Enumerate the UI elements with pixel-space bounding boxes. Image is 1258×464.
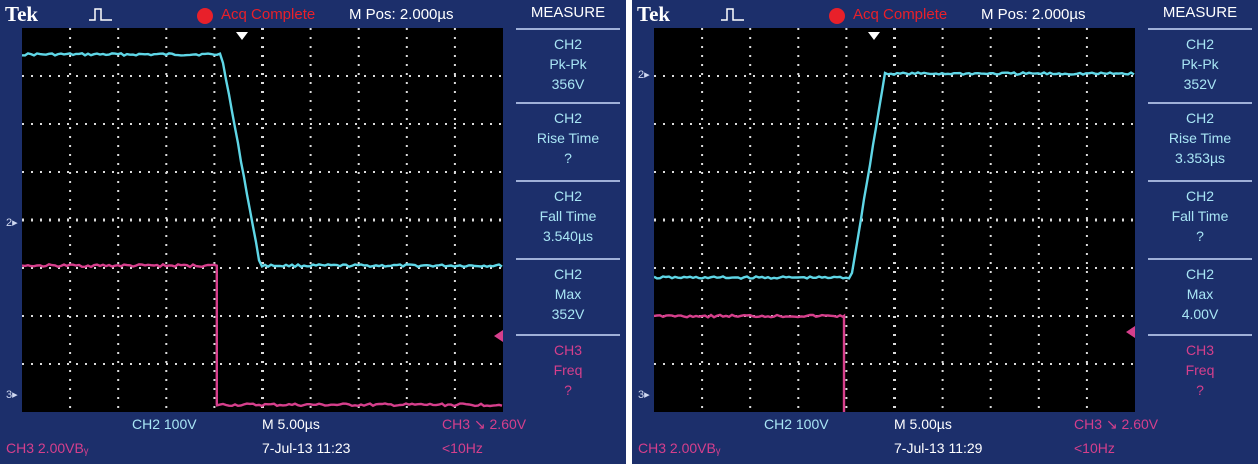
- measurement-value: 356V: [551, 76, 585, 92]
- ch2-level-marker: 2▸: [638, 69, 650, 81]
- measurement-value: ?: [1196, 228, 1204, 244]
- horizontal-position: M Pos: 2.000µs: [981, 6, 1086, 23]
- divider: [1148, 180, 1252, 182]
- measurement-fall-time[interactable]: CH2 Fall Time 3.540µs: [512, 186, 624, 246]
- measurement-rise-time[interactable]: CH2 Rise Time ?: [512, 108, 624, 168]
- measurement-label: Pk-Pk: [549, 56, 587, 72]
- pulse-trigger-icon: [89, 8, 112, 21]
- trigger-position-icon: [236, 32, 248, 40]
- date-time: 7-Jul-13 11:29: [894, 440, 983, 456]
- trigger-frequency: <10Hz: [1074, 440, 1115, 456]
- ch2-scale: CH2 100V: [132, 416, 197, 432]
- divider: [516, 28, 620, 30]
- timebase: M 5.00µs: [262, 416, 320, 432]
- measurement-value: 3.540µs: [542, 228, 594, 244]
- ch3-scale: CH3 2.00VBᵧ: [6, 440, 89, 456]
- measurement-channel: CH2: [1185, 266, 1214, 282]
- measure-title: MEASURE: [530, 4, 606, 21]
- waveform-display: [22, 28, 503, 412]
- divider: [516, 180, 620, 182]
- divider: [516, 334, 620, 336]
- status-bar: Tek Acq Complete M Pos: 2.000µs: [632, 0, 1142, 28]
- measurement-label: Rise Time: [1168, 130, 1232, 146]
- measurement-label: Pk-Pk: [1181, 56, 1219, 72]
- measurement-channel: CH2: [553, 36, 582, 52]
- measurement-channel: CH2: [553, 110, 582, 126]
- graticule-grid: [654, 28, 1135, 412]
- measurement-label: Rise Time: [536, 130, 600, 146]
- ch3-scale: CH3 2.00VBᵧ: [638, 440, 721, 456]
- measurement-rise-time[interactable]: CH2 Rise Time 3.353µs: [1144, 108, 1256, 168]
- ch3-level-marker: 3▸: [6, 389, 18, 401]
- measurement-label: Freq: [553, 362, 583, 378]
- measurement-channel: CH2: [1185, 110, 1214, 126]
- measurement-value: 3.353µs: [1174, 150, 1226, 166]
- horizontal-position: M Pos: 2.000µs: [349, 6, 454, 23]
- divider: [1148, 258, 1252, 260]
- measurement-label: Fall Time: [1171, 208, 1229, 224]
- date-time: 7-Jul-13 11:23: [262, 440, 351, 456]
- measurement-channel: CH3: [553, 342, 582, 358]
- measurement-channel: CH3: [1185, 342, 1214, 358]
- ch3-waveform: [654, 313, 846, 412]
- measurement-label: Max: [554, 286, 582, 302]
- ch2-waveform: [22, 51, 503, 269]
- oscilloscope-screen-2: Tek Acq Complete M Pos: 2.000µs 2▸ 3▸ ME…: [632, 0, 1258, 464]
- measure-title: MEASURE: [1162, 4, 1238, 21]
- measurement-label: Max: [1186, 286, 1214, 302]
- measurement-value: ?: [1196, 382, 1204, 398]
- ch2-level-marker: 2▸: [6, 217, 18, 229]
- divider: [1148, 28, 1252, 30]
- measurement-channel: CH2: [553, 188, 582, 204]
- acquisition-status: Acq Complete: [853, 6, 948, 23]
- oscilloscope-screen-1: Tek Acq Complete M Pos: 2.000µs 2▸ 3▸ ME…: [0, 0, 626, 464]
- measurement-fall-time[interactable]: CH2 Fall Time ?: [1144, 186, 1256, 246]
- pulse-trigger-icon: [721, 8, 744, 21]
- measurement-value: 4.00V: [1181, 306, 1219, 322]
- measure-panel: MEASURE CH2 Pk-Pk 356V CH2 Rise Time ? C…: [510, 0, 626, 412]
- divider: [1148, 102, 1252, 104]
- measurement-value: ?: [564, 150, 572, 166]
- acquisition-status: Acq Complete: [221, 6, 316, 23]
- trigger-position-icon: [868, 32, 880, 40]
- ch3-level-marker: 3▸: [638, 389, 650, 401]
- acquisition-record-icon: [197, 8, 213, 24]
- measurement-value: ?: [564, 382, 572, 398]
- measure-panel: MEASURE CH2 Pk-Pk 352V CH2 Rise Time 3.3…: [1142, 0, 1258, 412]
- measurement-value: 352V: [1183, 76, 1217, 92]
- measurement-pk-pk[interactable]: CH2 Pk-Pk 356V: [512, 34, 624, 94]
- brand-logo: Tek: [5, 2, 39, 26]
- status-bar: Tek Acq Complete M Pos: 2.000µs: [0, 0, 510, 28]
- measurement-value: 352V: [551, 306, 585, 322]
- trigger-level-icon: [494, 330, 503, 342]
- measurement-channel: CH2: [553, 266, 582, 282]
- bottom-readout: CH2 100V M 5.00µs CH3 ↘ 2.60V CH3 2.00VB…: [0, 412, 626, 464]
- waveform-display: [654, 28, 1135, 412]
- trigger-frequency: <10Hz: [442, 440, 483, 456]
- bottom-readout: CH2 100V M 5.00µs CH3 ↘ 2.60V CH3 2.00VB…: [632, 412, 1258, 464]
- measurement-label: Freq: [1185, 362, 1215, 378]
- measurement-channel: CH2: [1185, 36, 1214, 52]
- measurement-freq[interactable]: CH3 Freq ?: [512, 340, 624, 400]
- trigger-readout: CH3 ↘ 2.60V: [1074, 416, 1159, 432]
- measurement-freq[interactable]: CH3 Freq ?: [1144, 340, 1256, 400]
- measurement-max[interactable]: CH2 Max 352V: [512, 264, 624, 324]
- ch3-waveform: [22, 262, 503, 408]
- timebase: M 5.00µs: [894, 416, 952, 432]
- divider: [1148, 334, 1252, 336]
- ch2-waveform: [654, 71, 1135, 281]
- divider: [516, 102, 620, 104]
- graticule-grid: [22, 28, 503, 412]
- brand-logo: Tek: [637, 2, 671, 26]
- measurement-pk-pk[interactable]: CH2 Pk-Pk 352V: [1144, 34, 1256, 94]
- measurement-channel: CH2: [1185, 188, 1214, 204]
- measurement-max[interactable]: CH2 Max 4.00V: [1144, 264, 1256, 324]
- divider: [516, 258, 620, 260]
- trigger-level-icon: [1126, 326, 1135, 338]
- ch2-scale: CH2 100V: [764, 416, 829, 432]
- trigger-readout: CH3 ↘ 2.60V: [442, 416, 527, 432]
- measurement-label: Fall Time: [539, 208, 597, 224]
- acquisition-record-icon: [829, 8, 845, 24]
